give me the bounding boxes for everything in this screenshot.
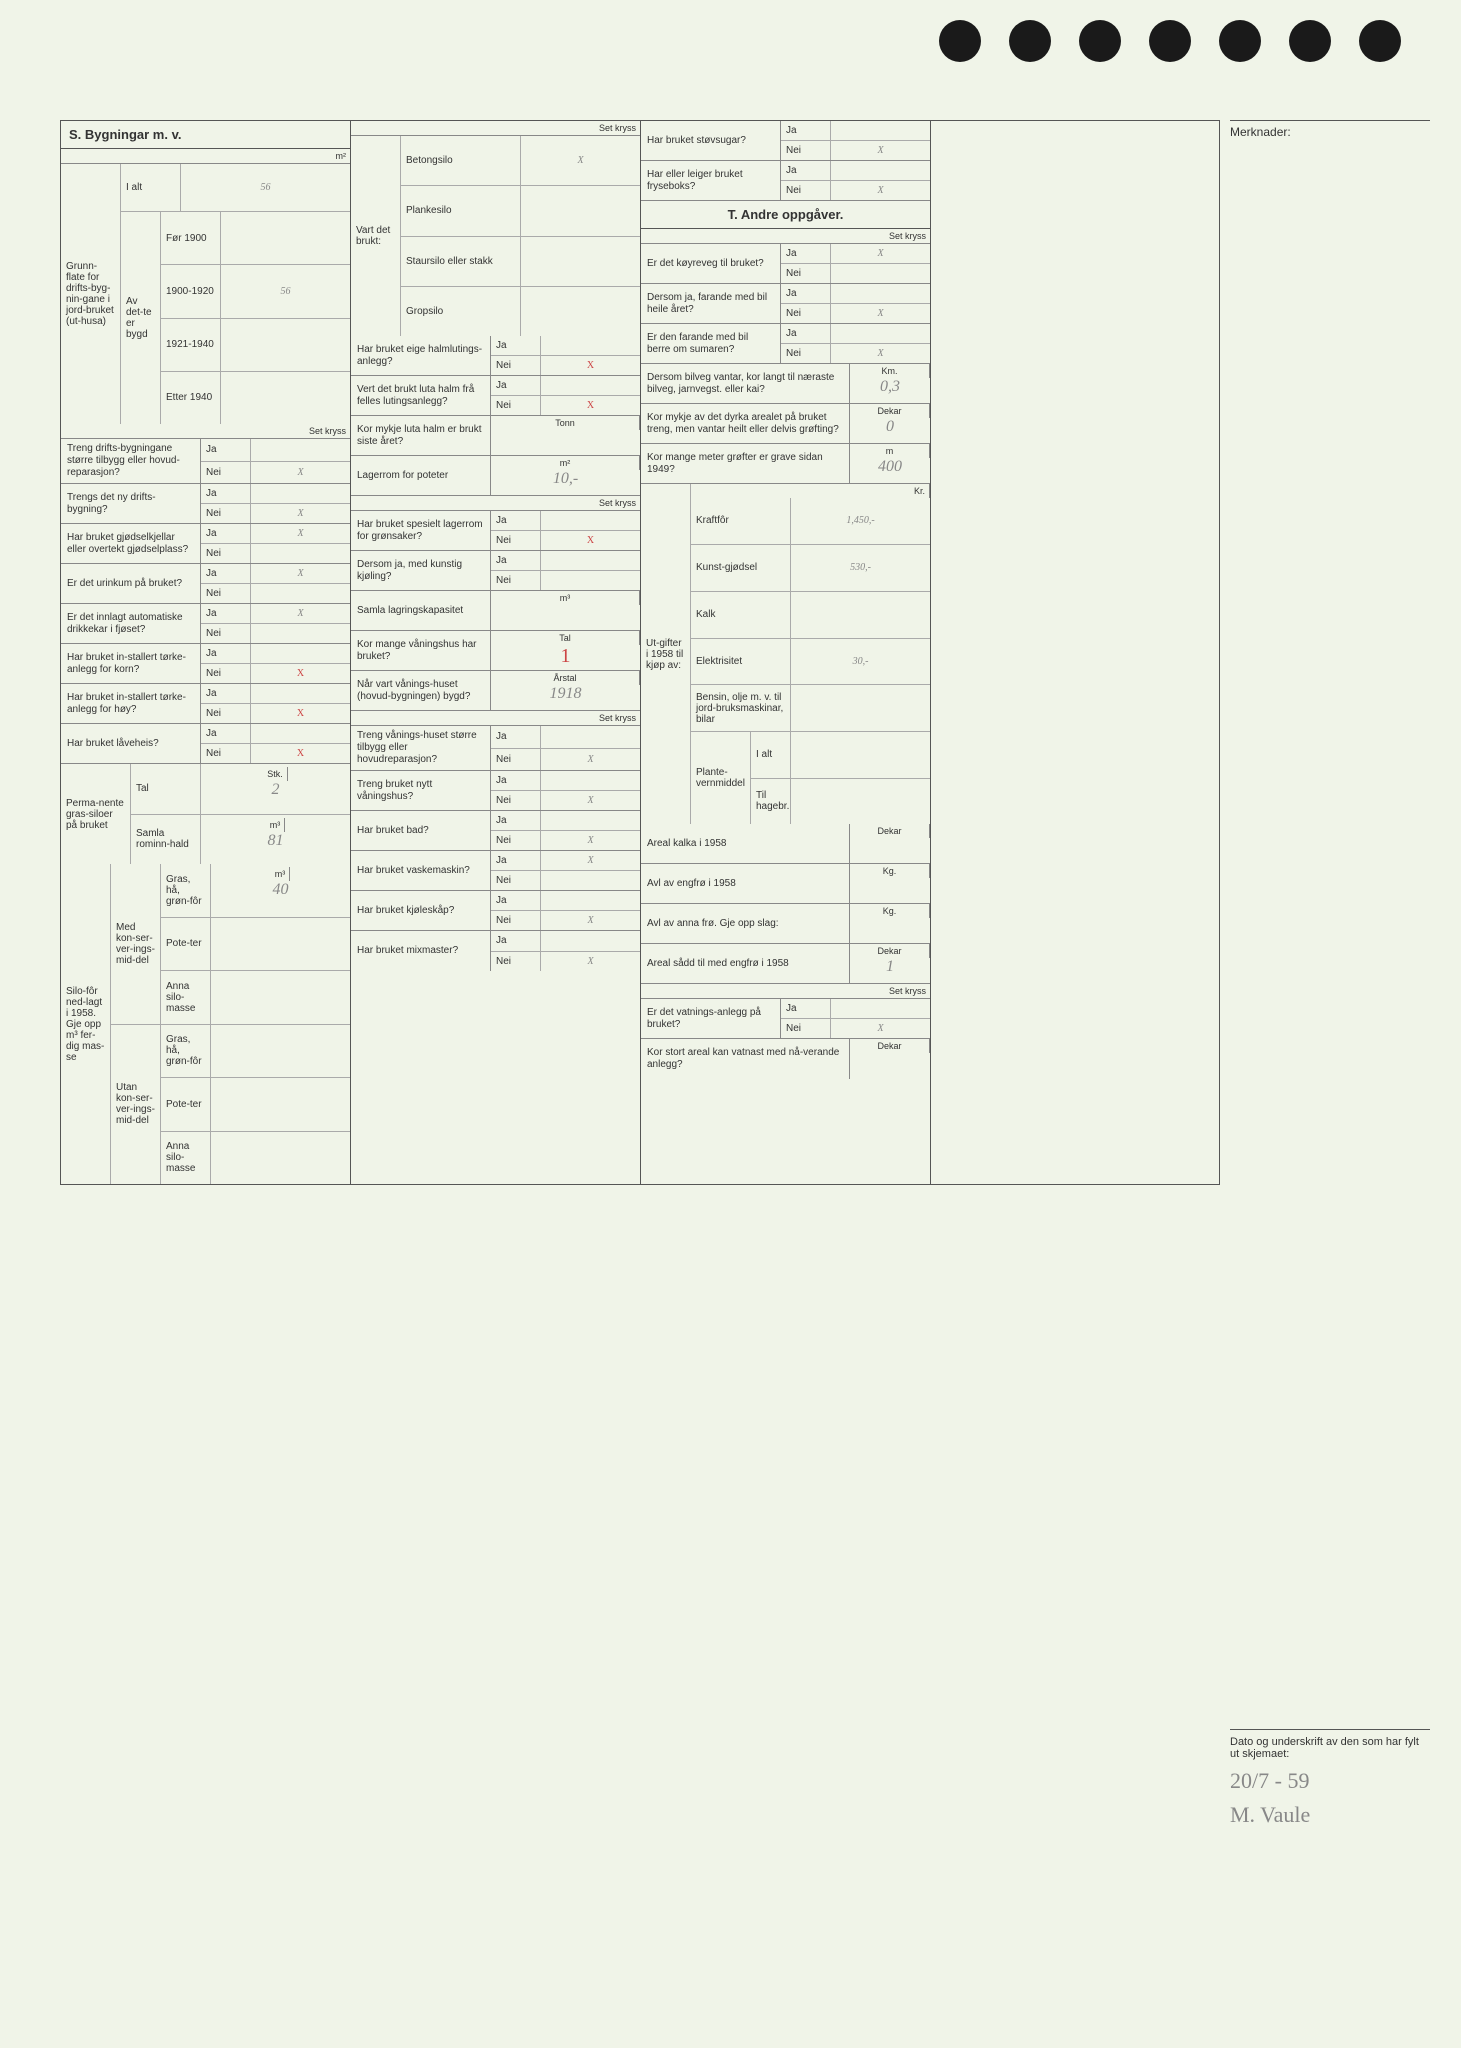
q-vatnast: Kor stort areal kan vatnast med nå-veran… — [641, 1039, 850, 1079]
q-mixmaster: Har bruket mixmaster? — [351, 931, 491, 971]
silo-label: Perma-nente gras-siloer på bruket — [61, 764, 131, 864]
q-nytt-vaning: Treng bruket nytt våningshus? — [351, 771, 491, 810]
q-vaning-tilbygg: Treng vånings-huset større tilbygg eller… — [351, 726, 491, 770]
section-s-header: S. Bygningar m. v. — [61, 121, 350, 149]
q-torkekorn: Har bruket in-stallert tørke-anlegg for … — [61, 644, 201, 683]
q-bad: Har bruket bad? — [351, 811, 491, 850]
q-bilveg-vantar: Dersom bilveg vantar, kor langt til næra… — [641, 364, 850, 403]
q-dyrka-areal: Kor mykje av det dyrka arealet på bruket… — [641, 404, 850, 443]
q-nybygning: Trengs det ny drifts-bygning? — [61, 484, 201, 523]
q-koyreveg: Er det køyreveg til bruket? — [641, 244, 781, 283]
set-kryss-1: Set kryss — [61, 424, 350, 439]
signature-area: Dato og underskrift av den som har fylt … — [1230, 1729, 1430, 1828]
unit-m2: m² — [61, 149, 350, 164]
q-vaskemaskin: Har bruket vaskemaskin? — [351, 851, 491, 890]
punch-holes — [939, 20, 1401, 62]
avl-anna-fro: Avl av anna frø. Gje opp slag: — [641, 904, 850, 943]
q-grofter: Kor mange meter grøfter er grave sidan 1… — [641, 444, 850, 483]
signature-name: M. Vaule — [1230, 1802, 1430, 1828]
silofor-label: Silo-fôr ned-lagt i 1958. Gje opp m³ fer… — [61, 864, 111, 1184]
q-urinkum: Er det urinkum på bruket? — [61, 564, 201, 603]
q-kormykje-halm: Kor mykje luta halm er brukt siste året? — [351, 416, 491, 455]
q-halmluting: Har bruket eige halmlutings-anlegg? — [351, 336, 491, 375]
merknader-area: Merknader: — [1230, 120, 1430, 139]
q-vaningshus: Kor mange våningshus har bruket? — [351, 631, 491, 670]
i-alt-value: 56 — [181, 164, 350, 211]
q-laveheis: Har bruket låveheis? — [61, 724, 201, 763]
q-tilbygg: Treng drifts-bygningane større tilbygg e… — [61, 439, 201, 483]
q-farande-heile: Dersom ja, farande med bil heile året? — [641, 284, 781, 323]
q-lagerrom-gron: Har bruket spesielt lagerrom for grønsak… — [351, 511, 491, 550]
q-kjoling: Dersom ja, med kunstig kjøling? — [351, 551, 491, 590]
q-vatning: Er det vatnings-anlegg på bruket? — [641, 999, 781, 1038]
q-lagring: Samla lagringskapasitet — [351, 591, 491, 630]
areal-kalka: Areal kalka i 1958 — [641, 824, 850, 863]
grunnflate-label: Grunn-flate for drifts-byg-nin-gane i jo… — [61, 164, 121, 424]
utgifter-label: Ut-gifter i 1958 til kjøp av: — [641, 484, 691, 824]
q-lutahalm: Vert det brukt luta halm frå felles luti… — [351, 376, 491, 415]
signature-date: 20/7 - 59 — [1230, 1768, 1430, 1794]
merknader-label: Merknader: — [1230, 120, 1430, 139]
period-1940: 1921-1940 — [161, 319, 221, 371]
q-stovsugar: Har bruket støvsugar? — [641, 121, 781, 160]
q-farande-sumar: Er den farande med bil berre om sumaren? — [641, 324, 781, 363]
q-vaningshus-ar: Når vart vånings-huset (hovud-bygningen)… — [351, 671, 491, 710]
avl-engfro: Avl av engfrø i 1958 — [641, 864, 850, 903]
av-dette-bygd: Av det-te er bygd — [121, 212, 161, 424]
set-kryss-2: Set kryss — [351, 121, 640, 136]
q-drikkekar: Er det innlagt automatiske drikkekar i f… — [61, 604, 201, 643]
q-kjoleskap: Har bruket kjøleskåp? — [351, 891, 491, 930]
areal-sadd: Areal sådd til med engfrø i 1958 — [641, 944, 850, 983]
i-alt-label: I alt — [121, 164, 181, 211]
period-etter: Etter 1940 — [161, 372, 221, 424]
signature-label: Dato og underskrift av den som har fylt … — [1230, 1736, 1430, 1760]
q-lagerrom-potet: Lagerrom for poteter — [351, 456, 491, 495]
section-t-header: T. Andre oppgåver. — [641, 201, 930, 229]
period-1900: Før 1900 — [161, 212, 221, 264]
q-torkehoy: Har bruket in-stallert tørke-anlegg for … — [61, 684, 201, 723]
period-1920: 1900-1920 — [161, 265, 221, 317]
vart-brukt: Vart det brukt: — [351, 136, 401, 336]
form-table: S. Bygningar m. v. m² Grunn-flate for dr… — [60, 120, 1220, 1185]
q-gjodsel: Har bruket gjødselkjellar eller overtekt… — [61, 524, 201, 563]
q-fryseboks: Har eller leiger bruket fryseboks? — [641, 161, 781, 200]
